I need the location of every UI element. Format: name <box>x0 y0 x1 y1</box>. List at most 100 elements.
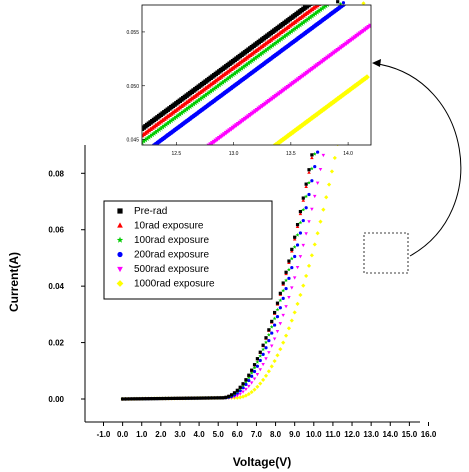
data-point <box>132 397 136 401</box>
inset-data-point <box>175 112 181 118</box>
x-tick-label: 1.0 <box>136 430 148 439</box>
data-point <box>241 390 245 394</box>
inset-data-point <box>290 27 296 33</box>
data-point <box>272 337 277 341</box>
inset-data-point <box>321 106 327 112</box>
inset-data-point <box>178 110 185 116</box>
data-point <box>307 192 311 197</box>
data-point <box>292 276 297 280</box>
y-tick-label: 0.00 <box>48 395 64 404</box>
inset-data-point <box>207 88 214 94</box>
inset-data-point <box>242 63 248 69</box>
x-tick-label: 14.0 <box>382 430 398 439</box>
inset-data-point <box>153 129 159 135</box>
data-point <box>304 232 308 236</box>
legend-box <box>103 200 273 300</box>
inset-data-point <box>196 151 201 155</box>
inset-data-point <box>323 0 328 1</box>
y-tick-label: 0.04 <box>48 282 64 291</box>
data-point <box>301 207 306 212</box>
legend-item: Pre-rad <box>117 206 167 217</box>
inset-data-point <box>313 0 317 2</box>
data-point <box>281 296 285 300</box>
inset-data-point <box>331 98 338 105</box>
inset-data-point <box>322 0 327 2</box>
data-point <box>152 397 156 401</box>
data-point <box>310 153 314 157</box>
data-point <box>301 283 306 288</box>
inset-data-point <box>293 126 300 133</box>
inset-data-point <box>312 0 316 3</box>
data-point <box>301 218 305 223</box>
y-tick-label: 0.02 <box>48 339 64 348</box>
legend-label: 10rad exposure <box>134 221 204 232</box>
inset-data-point <box>268 146 274 152</box>
inset-data-point <box>329 99 336 106</box>
data-point <box>261 343 265 347</box>
inset-data-point <box>171 115 178 121</box>
inset-data-point <box>244 61 250 67</box>
data-point <box>209 396 214 400</box>
data-point <box>227 394 231 398</box>
legend-item: 200rad exposure <box>117 250 209 261</box>
data-point <box>281 288 286 293</box>
inset-data-point <box>360 76 367 83</box>
data-point <box>273 323 277 327</box>
inset-data-point <box>147 133 154 139</box>
data-point <box>238 385 242 389</box>
inset-x-tick-label: 14.0 <box>343 151 353 157</box>
data-point <box>281 281 285 285</box>
inset-data-point <box>142 151 146 155</box>
inset-data-point <box>220 79 226 85</box>
data-point <box>283 333 289 338</box>
data-point <box>269 324 274 329</box>
data-point <box>312 151 317 156</box>
data-point <box>126 397 130 401</box>
inset-data-point <box>140 152 144 156</box>
inset-data-point <box>300 19 307 25</box>
data-point <box>298 255 303 259</box>
x-tick-label: 9.0 <box>289 430 301 439</box>
inset-x-tick-label: 13.0 <box>229 151 239 157</box>
inset-data-point <box>256 52 262 58</box>
data-point <box>292 244 297 249</box>
inset-data-point <box>192 100 198 106</box>
data-point <box>289 256 294 261</box>
data-point <box>249 389 254 395</box>
data-point <box>298 209 303 214</box>
data-point <box>321 153 326 158</box>
data-point <box>169 396 173 401</box>
inset-data-point <box>154 128 161 134</box>
inset-data-point <box>180 108 186 115</box>
x-tick-label: 12.0 <box>344 430 360 439</box>
data-point <box>290 266 294 270</box>
inset-data-point <box>166 119 173 125</box>
legend-marker <box>117 266 123 273</box>
inset-data-point <box>213 84 219 90</box>
legend-marker <box>116 280 124 287</box>
data-point <box>201 396 205 400</box>
data-point <box>258 350 262 354</box>
inset-data-point <box>283 134 290 140</box>
inset-data-point <box>340 5 346 8</box>
data-point <box>266 332 271 337</box>
data-point <box>295 301 300 306</box>
inset-data-point <box>349 0 353 1</box>
inset-data-point <box>233 69 240 75</box>
inset-data-point <box>280 34 286 41</box>
inset-data-point <box>149 131 156 138</box>
inset-data-point <box>328 0 333 4</box>
data-point <box>338 1 343 6</box>
inset-data-point <box>240 64 247 70</box>
inset-data-point <box>261 48 267 55</box>
data-point <box>324 195 329 200</box>
data-point <box>243 393 249 398</box>
data-point <box>298 292 303 298</box>
data-point <box>232 391 237 395</box>
data-point <box>293 254 297 259</box>
data-point <box>310 207 314 211</box>
inset-data-point <box>330 0 335 3</box>
data-point <box>178 396 182 400</box>
inset-data-point <box>357 79 363 86</box>
data-point <box>281 313 285 318</box>
